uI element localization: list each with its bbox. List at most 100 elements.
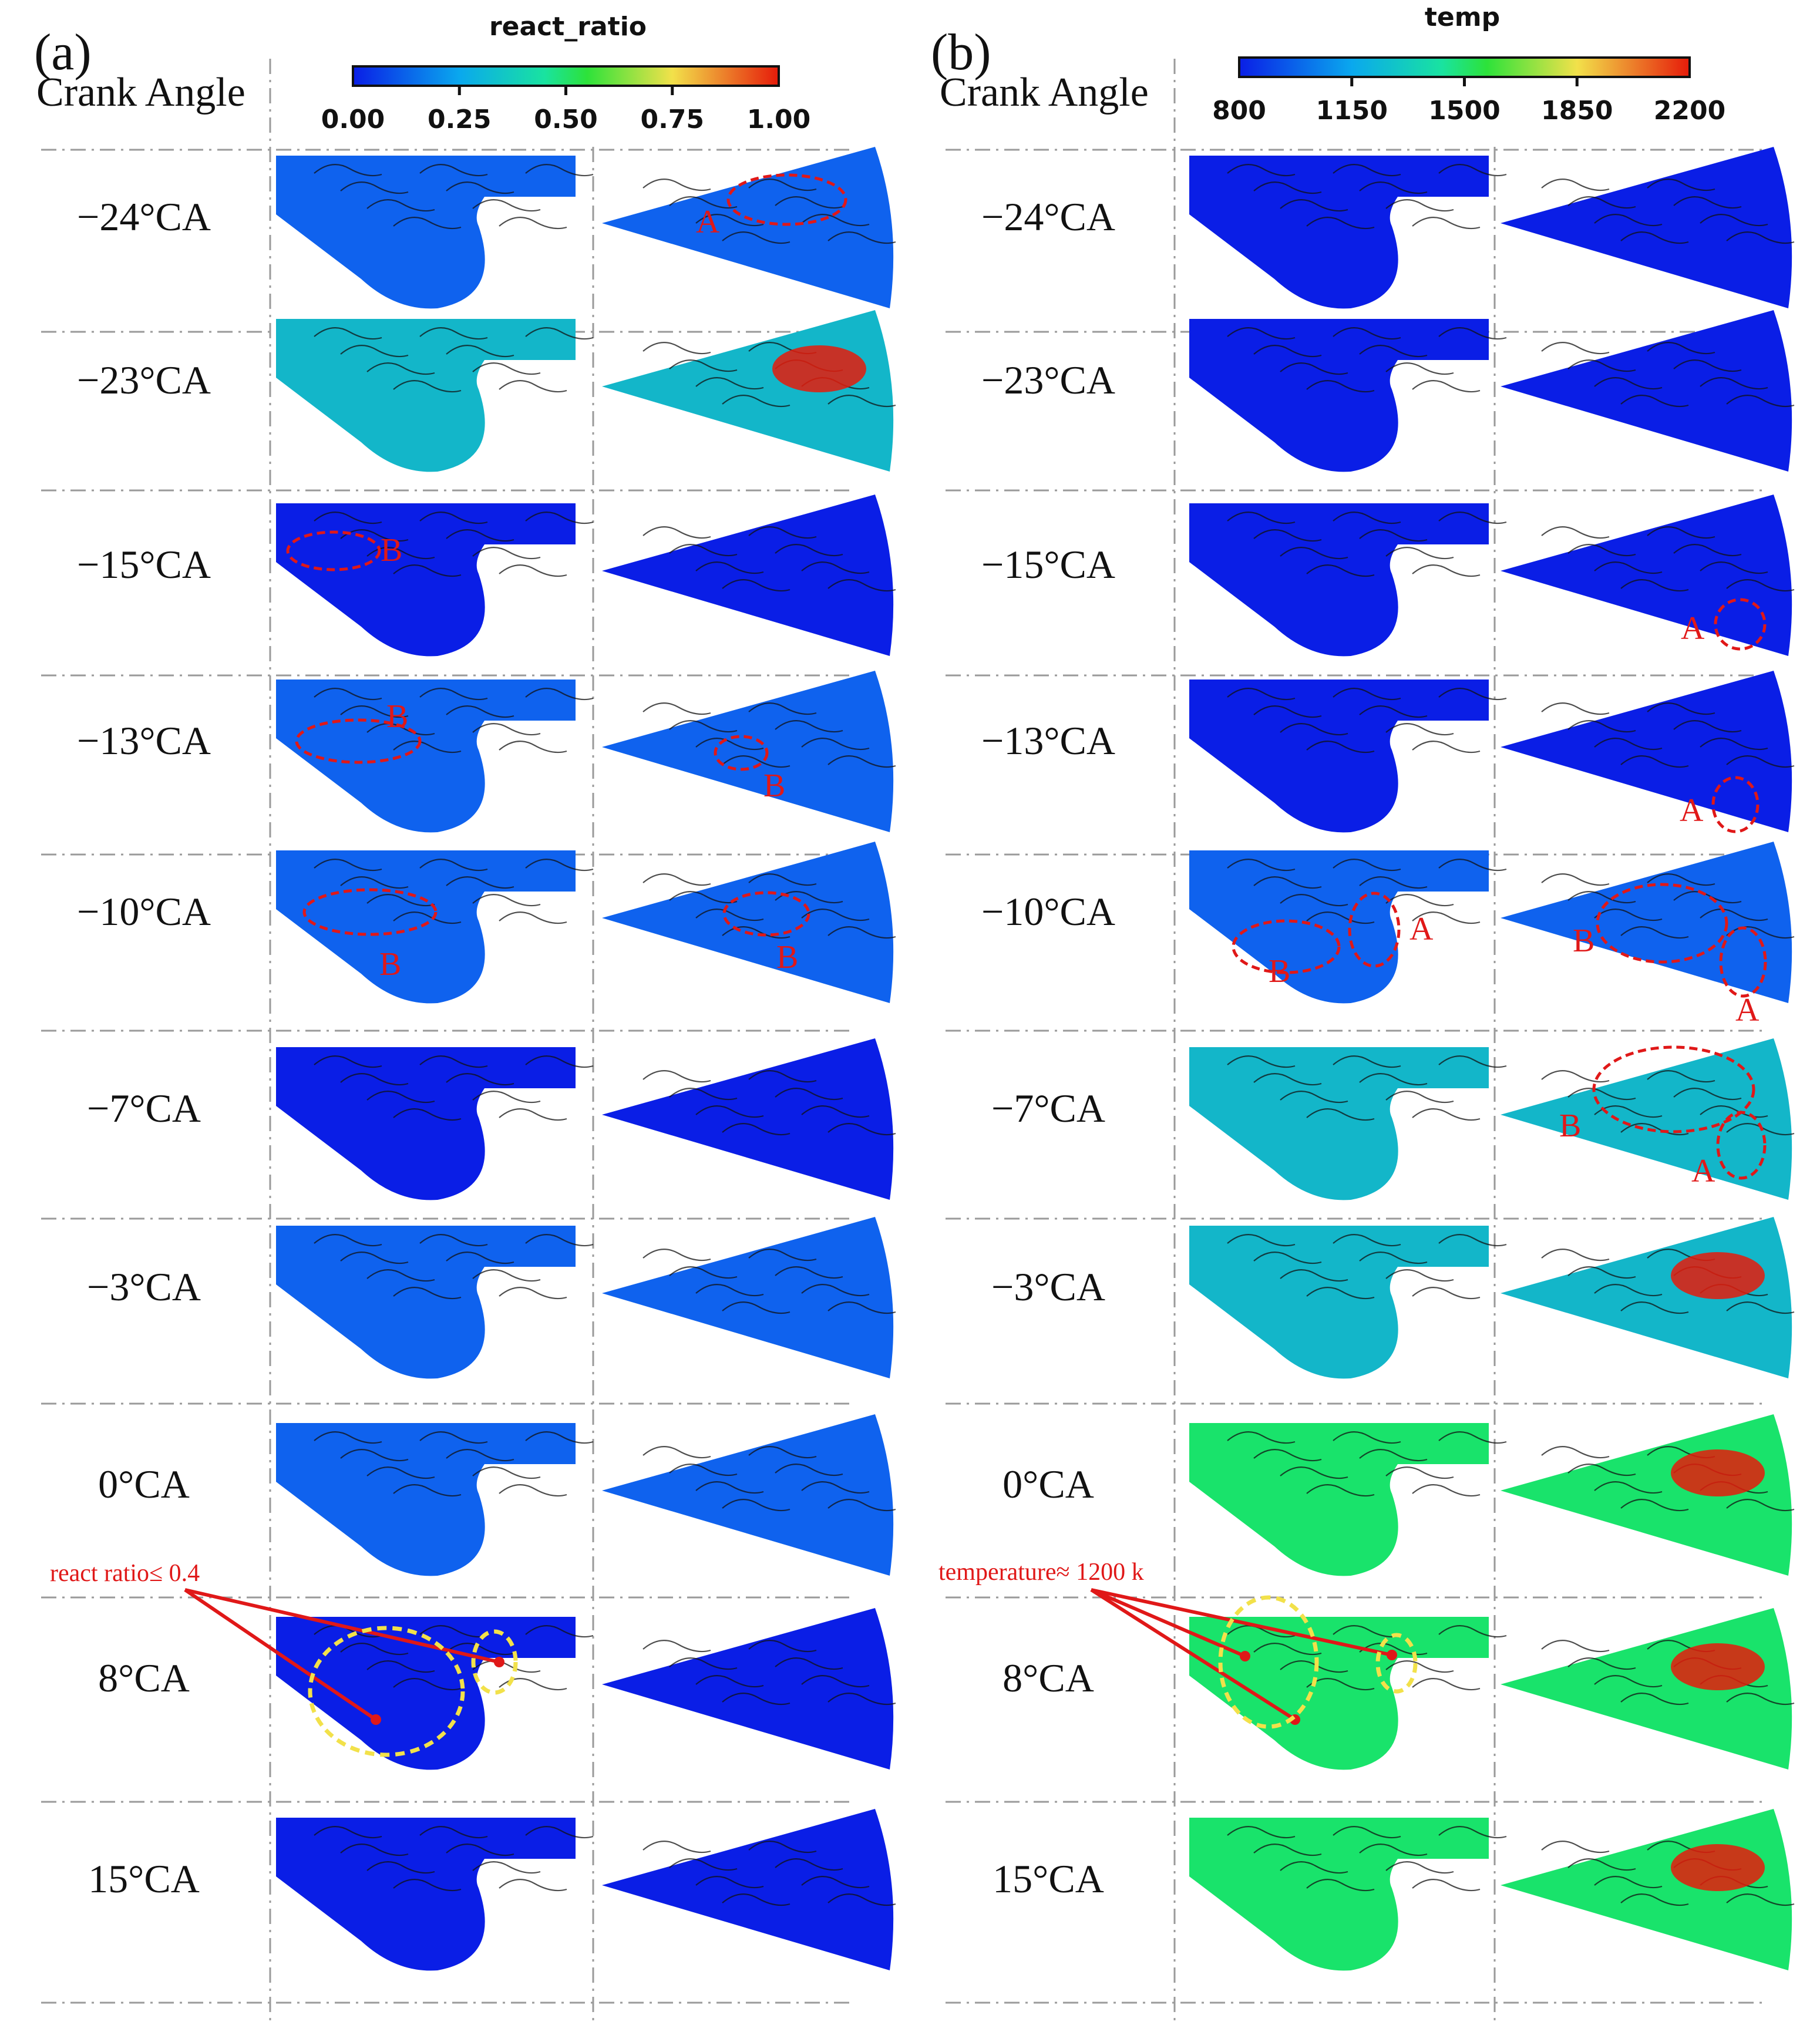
- sector-contour: [1501, 495, 1792, 656]
- contour-plot-chamber: [276, 1226, 594, 1379]
- streamline: [1227, 1055, 1296, 1068]
- marker-region-b-10: [1232, 919, 1341, 974]
- marker-b-label: B: [1573, 923, 1594, 959]
- hotspot: [772, 345, 866, 392]
- streamline: [366, 1861, 435, 1874]
- streamline: [1673, 891, 1742, 904]
- panel-a-rows: −24°CA −23°CA −15°CA −13°CA −10°CA −7°CA −3°CA…: [77, 147, 896, 1971]
- streamline: [1333, 327, 1401, 340]
- streamline: [393, 1484, 462, 1497]
- contour-plot-chamber: [276, 319, 594, 472]
- row-9: 15°CA: [993, 1809, 1795, 1971]
- streamline: [393, 1879, 462, 1892]
- streamline: [1333, 1234, 1401, 1247]
- row-4: −10°CA: [77, 842, 896, 1004]
- sector-contour: [602, 1414, 894, 1576]
- streamline: [472, 1091, 541, 1104]
- sector-contour: [602, 1809, 894, 1970]
- streamline: [801, 1675, 870, 1688]
- sector-contour: [1501, 310, 1792, 472]
- streamline: [419, 1055, 488, 1068]
- streamline: [314, 688, 382, 701]
- streamline: [695, 214, 764, 227]
- streamline: [801, 738, 870, 751]
- streamline: [446, 1252, 514, 1264]
- streamline: [1412, 1287, 1481, 1300]
- streamline: [366, 1466, 435, 1479]
- streamline: [472, 362, 541, 375]
- streamline: [775, 720, 843, 733]
- highlight-circle: [1375, 1633, 1418, 1694]
- contour-plot-chamber: [1189, 1226, 1507, 1379]
- streamline: [314, 859, 382, 872]
- chamber-contour: [1189, 1818, 1489, 1971]
- streamline: [1253, 1844, 1322, 1856]
- panel-grid: [41, 59, 1762, 2020]
- streamline: [499, 1287, 567, 1300]
- panel-a-markers: A B B B B B react ratio≤ 0.4: [50, 173, 847, 1757]
- streamline: [1412, 911, 1481, 924]
- sector-contour: [602, 495, 894, 656]
- chamber-contour: [276, 1617, 576, 1770]
- streamline: [801, 1481, 870, 1494]
- streamline: [472, 1269, 541, 1282]
- chamber-contour: [1189, 680, 1489, 833]
- streamline: [748, 1249, 817, 1262]
- panel-b-markers: A A B A B A B A temperature≈ 1200 k: [938, 598, 1767, 1729]
- row-6: −3°CA: [991, 1217, 1795, 1379]
- marker-b-label: B: [386, 698, 408, 735]
- streamline: [695, 561, 764, 574]
- chamber-contour: [1189, 850, 1489, 1004]
- streamline: [1541, 702, 1610, 715]
- streamline: [1280, 894, 1348, 907]
- streamline: [314, 1055, 382, 1068]
- streamline: [775, 1088, 843, 1101]
- streamline: [1306, 564, 1375, 577]
- streamline: [1567, 1464, 1636, 1476]
- crank-angle-label: −13°CA: [981, 718, 1115, 763]
- contour-plot-chamber: [276, 1818, 594, 1971]
- streamline: [748, 1070, 817, 1083]
- chamber-contour: [1189, 1047, 1489, 1200]
- streamline: [446, 529, 514, 542]
- streamline: [1306, 741, 1375, 754]
- streamline: [366, 362, 435, 375]
- streamline: [499, 1484, 567, 1497]
- callout-temperature: temperature≈ 1200 k: [938, 1559, 1144, 1586]
- streamline: [499, 564, 567, 577]
- streamline: [472, 199, 541, 212]
- streamline: [1227, 1826, 1296, 1839]
- streamline: [314, 1625, 382, 1638]
- marker-region-a-10: [1348, 892, 1401, 968]
- streamline: [827, 395, 896, 408]
- colorbar-a: [352, 65, 780, 87]
- streamline: [366, 1091, 435, 1104]
- streamline: [1541, 1841, 1610, 1854]
- contour-plot-chamber: [1189, 319, 1507, 472]
- contour-plot-chamber: [276, 1617, 594, 1770]
- streamline: [1438, 327, 1507, 340]
- streamline: [1567, 1266, 1636, 1279]
- streamline: [1333, 164, 1401, 177]
- callout-line: [184, 1588, 377, 1721]
- crank-angle-label: 8°CA: [98, 1656, 190, 1700]
- streamline: [1412, 741, 1481, 754]
- chamber-contour: [276, 1226, 576, 1379]
- streamline: [1567, 1657, 1636, 1670]
- streamline: [669, 544, 738, 557]
- sector-contour: [1501, 1414, 1792, 1576]
- streamline: [1541, 526, 1610, 539]
- streamline: [1438, 1826, 1507, 1839]
- streamline: [1333, 1625, 1401, 1638]
- streamline: [1306, 1287, 1375, 1300]
- contour-plot-chamber: [276, 850, 594, 1004]
- crank-angle-label: −15°CA: [981, 542, 1115, 587]
- streamline: [314, 512, 382, 524]
- contour-plot-chamber: [1189, 1047, 1507, 1200]
- marker-region-b-13r: [714, 735, 769, 771]
- streamline: [1333, 1431, 1401, 1444]
- row-3: −13°CA: [77, 671, 896, 833]
- streamline: [642, 873, 711, 886]
- streamline: [748, 179, 817, 191]
- contour-plot-sector: [602, 1038, 896, 1200]
